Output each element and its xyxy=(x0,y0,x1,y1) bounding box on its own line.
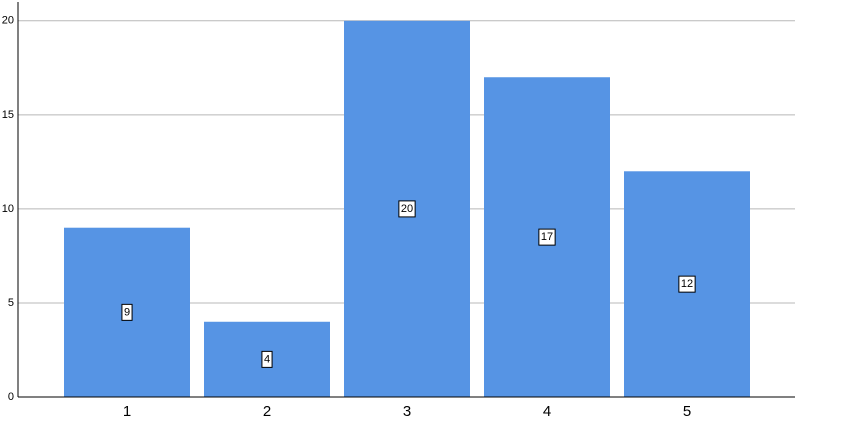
data-label: 9 xyxy=(121,303,133,321)
data-label-text: 9 xyxy=(124,306,130,318)
y-tick-label: 10 xyxy=(2,203,14,215)
data-label-box xyxy=(398,200,416,218)
x-tick-label: 3 xyxy=(403,403,411,420)
data-label-box xyxy=(261,350,273,368)
y-tick-label: 5 xyxy=(8,297,14,309)
y-tick-label: 20 xyxy=(2,15,14,27)
data-label-box xyxy=(678,275,696,293)
data-label: 12 xyxy=(678,275,696,293)
x-tick-label: 5 xyxy=(683,403,691,420)
data-label: 17 xyxy=(538,228,556,246)
x-tick-label: 1 xyxy=(123,403,131,420)
data-label-box xyxy=(121,303,133,321)
y-tick-label: 0 xyxy=(8,391,14,403)
data-label-text: 12 xyxy=(681,278,693,290)
x-tick-label: 2 xyxy=(263,403,271,420)
data-label: 20 xyxy=(398,200,416,218)
x-tick-label: 4 xyxy=(543,403,551,420)
data-label-box xyxy=(538,228,556,246)
data-label-text: 4 xyxy=(264,353,270,365)
y-tick-label: 15 xyxy=(2,109,14,121)
data-label: 4 xyxy=(261,350,273,368)
data-label-text: 17 xyxy=(541,231,553,243)
data-label-text: 20 xyxy=(401,203,413,215)
